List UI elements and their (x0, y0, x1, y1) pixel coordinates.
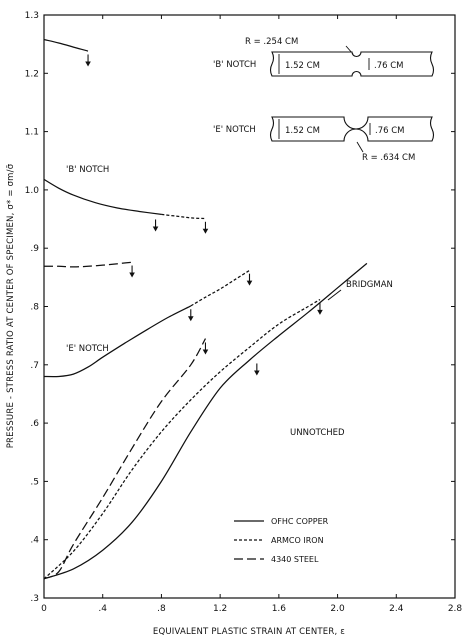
y-tick-label: 1.0 (25, 186, 40, 196)
fracture-arrow-head (246, 280, 253, 286)
y-tick-label: 1.3 (25, 11, 39, 21)
unnotched-annotation: UNNOTCHED (290, 428, 345, 438)
series-line-b-notch-solid (43, 38, 89, 52)
y-tick-label: .9 (30, 244, 39, 254)
y-tick-label: 1.2 (25, 69, 39, 79)
series-layer (43, 38, 368, 580)
series-line-unnotched-short-dash (43, 298, 321, 580)
inset-b-notch-label: 'B' NOTCH (213, 60, 256, 70)
series-line-b-notch-solid (43, 178, 162, 216)
x-tick-label: 2.8 (448, 604, 463, 614)
fracture-arrow-head (254, 370, 260, 376)
x-tick-label: .8 (157, 604, 166, 614)
inset-e-neck-label: .76 CM (375, 126, 405, 136)
series-line-unnotched-solid (43, 262, 368, 580)
y-tick-label: 1.1 (25, 128, 39, 138)
fracture-arrow-head (202, 228, 209, 234)
inset-b-width-label: 1.52 CM (285, 61, 320, 71)
inset-b-neck-label: .76 CM (374, 61, 404, 71)
inset-e-notch: 'E' NOTCH 1.52 CM .76 CM R = .634 CM (213, 116, 435, 163)
inset-e-specimen-outline (269, 116, 435, 142)
legend-label-steel: 4340 STEEL (271, 555, 319, 564)
inset-e-width-label: 1.52 CM (285, 126, 320, 136)
inset-b-radius-label: R = .254 CM (245, 37, 298, 47)
fracture-arrow-head (317, 309, 323, 315)
x-tick-label: .4 (98, 604, 107, 614)
x-tick-label: 1.6 (272, 604, 287, 614)
fracture-arrow-head (202, 349, 209, 355)
fracture-arrow-head (129, 272, 135, 278)
x-tick-label: 0 (41, 604, 47, 614)
legend-label-copper: OFHC COPPER (271, 517, 329, 526)
series-line-unnotched-long-dash (43, 338, 207, 580)
axis-ticks: 0 .4 .8 1.2 1.6 2.0 2.4 2.8 .3 .4 .5 .6 .7 .8 .9 1.0 1.1… (25, 11, 463, 614)
series-line-e-notch-solid (43, 305, 192, 378)
y-tick-label: .4 (30, 536, 39, 546)
inset-b-notch: R = .254 CM 'B' NOTCH 1.52 CM .76 CM (213, 37, 435, 77)
inset-e-radius-leader (356, 141, 364, 153)
inset-e-radius-label: R = .634 CM (362, 153, 415, 163)
bridgman-leader-line (327, 289, 342, 301)
b-notch-annotation: 'B' NOTCH (66, 165, 109, 175)
y-tick-label: .6 (30, 419, 39, 429)
legend: OFHC COPPER ARMCO IRON 4340 STEEL (234, 517, 329, 564)
x-tick-label: 2.0 (330, 604, 345, 614)
e-notch-annotation: 'E' NOTCH (66, 344, 109, 354)
bridgman-annotation: BRIDGMAN (346, 280, 393, 290)
y-tick-label: .8 (30, 303, 39, 313)
fracture-arrow-head (152, 226, 159, 232)
plot-frame (43, 14, 456, 599)
x-tick-label: 1.2 (213, 604, 227, 614)
fracture-arrow-head (85, 61, 91, 67)
fracture-arrow-head (187, 316, 194, 322)
series-line-e-notch-long-dash (43, 261, 133, 268)
series-line-b-notch-short-dash (161, 213, 206, 220)
legend-label-iron: ARMCO IRON (271, 536, 324, 545)
y-tick-label: .5 (30, 477, 39, 487)
fracture-marker-layer (85, 54, 323, 376)
y-tick-label: .7 (30, 361, 39, 371)
inset-e-notch-label: 'E' NOTCH (213, 125, 256, 135)
y-tick-label: .3 (30, 594, 39, 604)
x-tick-label: 2.4 (389, 604, 404, 614)
inset-b-specimen-outline (269, 51, 435, 77)
series-line-e-notch-short-dash (190, 269, 250, 307)
y-axis-title: PRESSURE - STRESS RATIO AT CENTER OF SPE… (6, 163, 16, 448)
x-axis-title: EQUIVALENT PLASTIC STRAIN AT CENTER, ε (153, 627, 345, 637)
